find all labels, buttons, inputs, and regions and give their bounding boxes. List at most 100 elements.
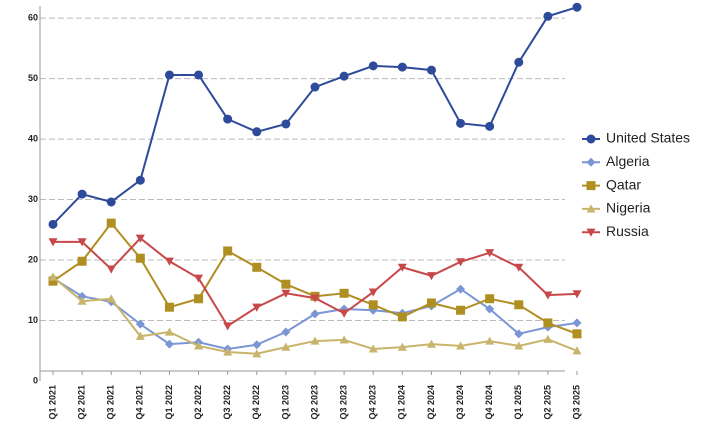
point — [164, 327, 174, 336]
point — [77, 238, 87, 247]
y-tick-label: 50 — [28, 73, 38, 83]
point — [572, 2, 582, 12]
point — [543, 318, 553, 328]
point — [543, 291, 553, 300]
x-tick-label: Q2 2024 — [426, 385, 436, 420]
point — [281, 279, 291, 289]
y-tick-label: 40 — [28, 133, 38, 143]
point — [135, 331, 145, 340]
point — [485, 304, 495, 314]
point — [135, 175, 145, 185]
point — [164, 70, 174, 80]
point — [164, 339, 174, 349]
point — [252, 349, 262, 358]
point — [339, 335, 349, 344]
point — [339, 71, 349, 81]
point — [223, 322, 233, 331]
point — [485, 294, 495, 304]
point — [310, 82, 320, 92]
point — [514, 329, 524, 339]
point — [397, 312, 407, 322]
point — [164, 257, 174, 266]
point — [310, 294, 320, 303]
y-tick-label: 0 — [33, 375, 38, 385]
point — [368, 61, 378, 71]
point — [456, 305, 466, 315]
point — [572, 346, 582, 355]
point — [339, 288, 349, 298]
point — [223, 347, 233, 356]
point — [485, 249, 495, 258]
x-tick-label: Q3 2022 — [222, 385, 232, 420]
legend-marker — [586, 204, 596, 213]
y-tick-label: 20 — [28, 254, 38, 264]
legend-label: Nigeria — [606, 200, 651, 216]
point — [456, 341, 466, 350]
point — [397, 62, 407, 72]
x-tick-label: Q2 2023 — [309, 385, 319, 420]
legend-marker — [586, 228, 596, 237]
point — [194, 70, 204, 80]
point — [485, 121, 495, 131]
point — [456, 284, 466, 294]
x-tick-label: Q1 2021 — [47, 385, 57, 420]
point — [281, 342, 291, 351]
point — [77, 189, 87, 199]
point — [194, 294, 204, 304]
point — [106, 197, 116, 207]
legend-marker — [586, 157, 596, 167]
x-tick-label: Q3 2023 — [338, 385, 348, 420]
point — [368, 288, 378, 297]
point — [48, 272, 58, 281]
point — [252, 127, 262, 137]
point — [252, 262, 262, 272]
point — [572, 290, 582, 299]
point — [426, 272, 436, 281]
point — [135, 234, 145, 243]
series-line — [52, 6, 578, 226]
x-tick-label: Q2 2022 — [193, 385, 203, 420]
x-tick-label: Q1 2024 — [397, 385, 407, 420]
point — [106, 218, 116, 228]
point — [456, 258, 466, 267]
point — [310, 336, 320, 345]
point — [48, 219, 58, 229]
point — [252, 340, 262, 350]
point — [485, 336, 495, 345]
point — [194, 341, 204, 350]
point — [223, 114, 233, 124]
x-tick-label: Q4 2022 — [251, 385, 261, 420]
point — [77, 256, 87, 266]
point — [339, 309, 349, 318]
point — [397, 342, 407, 351]
x-tick-label: Q2 2021 — [76, 385, 86, 420]
x-tick-label: Q2 2025 — [542, 385, 552, 420]
point — [281, 119, 291, 129]
point — [48, 276, 58, 286]
x-tick-label: Q4 2023 — [368, 385, 378, 420]
point — [368, 344, 378, 353]
legend-label: United States — [606, 130, 690, 146]
y-tick-label: 60 — [28, 12, 38, 22]
point — [514, 263, 524, 272]
legend-label: Qatar — [606, 176, 641, 192]
point — [310, 309, 320, 319]
x-tick-label: Q4 2021 — [135, 385, 145, 420]
legend-label: Russia — [606, 223, 649, 239]
legend-marker — [586, 181, 596, 191]
point — [223, 246, 233, 256]
point — [572, 318, 582, 328]
point — [514, 57, 524, 67]
legend-marker — [586, 134, 596, 144]
point — [543, 11, 553, 21]
point — [426, 298, 436, 308]
x-tick-label: Q1 2023 — [280, 385, 290, 420]
point — [194, 274, 204, 283]
point — [456, 118, 466, 128]
point — [135, 253, 145, 263]
point — [543, 334, 553, 343]
point — [135, 319, 145, 329]
legend-label: Algeria — [606, 153, 650, 169]
point — [77, 296, 87, 305]
point — [164, 302, 174, 312]
